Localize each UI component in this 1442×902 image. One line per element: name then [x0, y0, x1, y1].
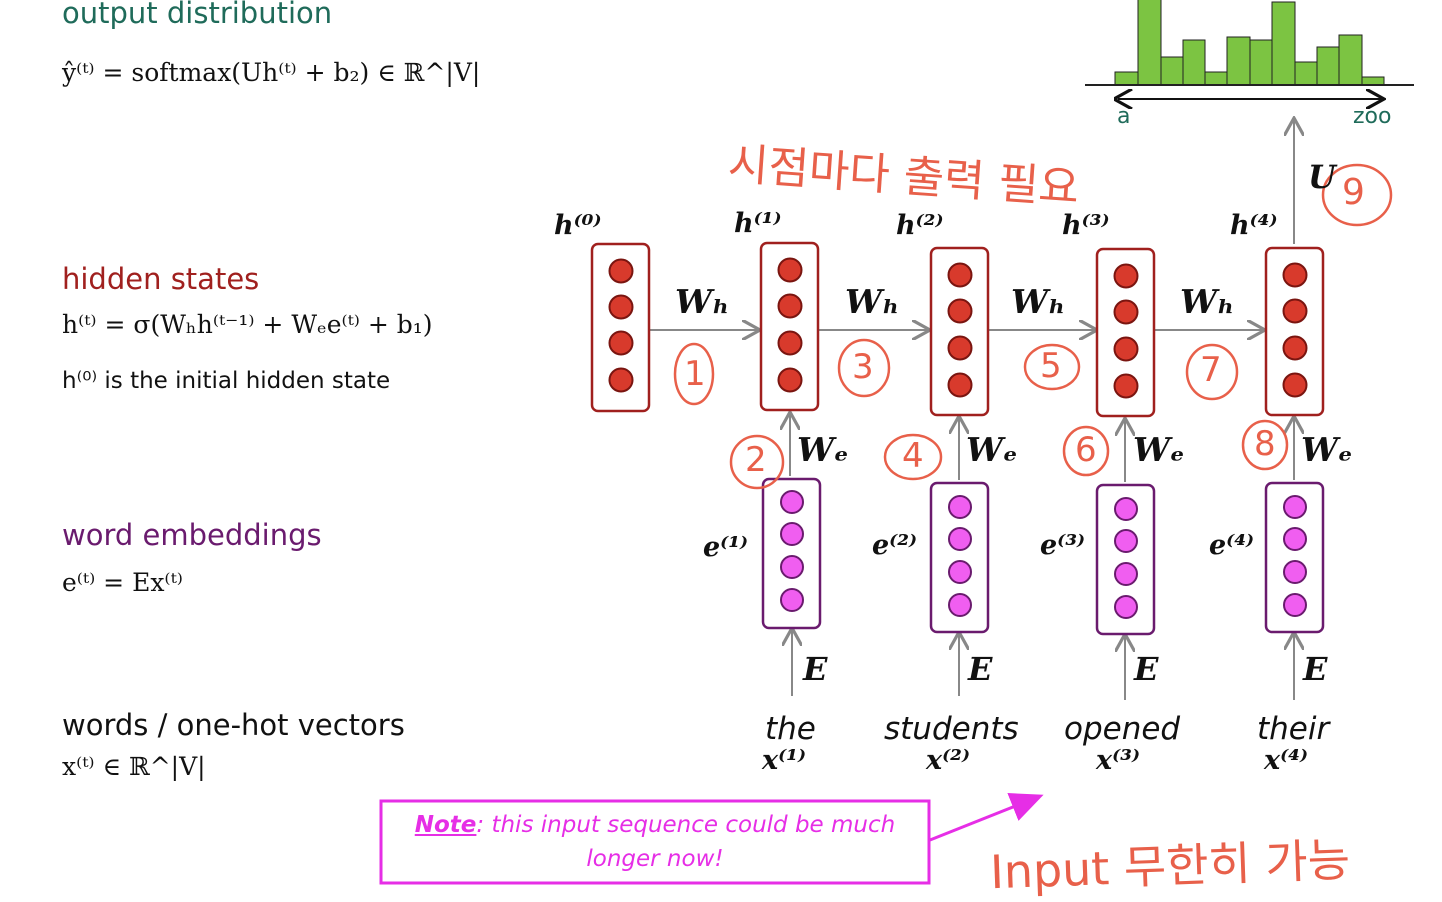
histogram-bar [1226, 36, 1251, 86]
wh-label: Wₕ [675, 282, 730, 321]
we-label: Wₑ [1133, 430, 1185, 469]
hidden-label-3: h⁽³⁾ [1062, 210, 1110, 241]
step-number: 2 [745, 440, 767, 480]
hidden-formula: h⁽ᵗ⁾ = σ(Wₕh⁽ᵗ⁻¹⁾ + Wₑe⁽ᵗ⁾ + b₁) [62, 310, 433, 339]
step-number: 7 [1200, 350, 1222, 390]
hidden-state-3 [1095, 247, 1156, 418]
u-label: U [1308, 158, 1336, 196]
input-word-2: students [884, 711, 1019, 747]
handwritten-circles [673, 163, 1393, 490]
wh-label: Wₕ [845, 282, 900, 321]
step-number: 1 [684, 354, 706, 394]
histogram-bar [1316, 46, 1340, 86]
embeddings-section-title: word embeddings [62, 518, 322, 552]
step-number: 4 [902, 436, 924, 476]
step-number: 9 [1342, 172, 1365, 213]
input-x-label-3: x⁽³⁾ [1096, 745, 1141, 776]
wh-label: Wₕ [1011, 282, 1066, 321]
note-box [379, 799, 931, 885]
histogram-left-label: a [1117, 104, 1131, 129]
input-x-label-2: x⁽²⁾ [926, 745, 971, 776]
hidden-state-1 [759, 241, 820, 412]
initial-state-text: h⁽⁰⁾ is the initial hidden state [62, 368, 391, 394]
histogram-bar [1137, 0, 1162, 86]
histogram-bar [1249, 39, 1273, 86]
note-body-line2: longer now! [586, 846, 724, 872]
embeddings-formula: e⁽ᵗ⁾ = Ex⁽ᵗ⁾ [62, 568, 183, 597]
e-matrix-label: E [1134, 650, 1159, 688]
histogram-bar [1294, 61, 1318, 86]
output-formula: ŷ⁽ᵗ⁾ = softmax(Uh⁽ᵗ⁾ + b₂) ∈ ℝ^|V| [62, 58, 481, 87]
input-x-label-4: x⁽⁴⁾ [1264, 745, 1309, 776]
histogram-bar [1271, 1, 1296, 86]
we-label: Wₑ [1301, 430, 1353, 469]
embedding-1 [761, 477, 822, 630]
histogram-right-label: zoo [1353, 104, 1392, 129]
hidden-label-0: h⁽⁰⁾ [554, 210, 602, 241]
embedding-label-1: e⁽¹⁾ [703, 532, 749, 563]
embedding-label-2: e⁽²⁾ [872, 530, 918, 561]
note-arrow [929, 793, 1044, 842]
wh-label: Wₕ [1180, 282, 1235, 321]
histogram-bar [1182, 39, 1206, 86]
embedding-label-3: e⁽³⁾ [1040, 530, 1086, 561]
e-matrix-label: E [803, 650, 828, 688]
embedding-3 [1095, 483, 1156, 636]
words-formula: x⁽ᵗ⁾ ∈ ℝ^|V| [62, 752, 206, 781]
e-matrix-label: E [1303, 650, 1328, 688]
hidden-section-title: hidden states [62, 262, 260, 296]
step-number: 8 [1254, 424, 1276, 464]
output-section-title: output distribution [62, 0, 333, 30]
input-word-1: the [765, 711, 816, 747]
hidden-state-2 [929, 246, 990, 417]
e-matrix-label: E [968, 650, 993, 688]
step-number: 3 [852, 347, 874, 387]
we-label: Wₑ [797, 430, 849, 469]
hidden-state-0 [590, 242, 651, 413]
embedding-label-4: e⁽⁴⁾ [1209, 530, 1255, 561]
words-section-title: words / one-hot vectors [62, 708, 405, 742]
we-label: Wₑ [966, 430, 1018, 469]
embedding-2 [929, 481, 990, 634]
histogram-bar [1361, 76, 1385, 86]
histogram-bar [1114, 71, 1139, 86]
hidden-label-4: h⁽⁴⁾ [1230, 210, 1278, 241]
handwritten-bottom-note: Input 무한히 가능 [989, 832, 1351, 900]
step-number: 6 [1075, 430, 1097, 470]
output-histogram [1085, 0, 1414, 99]
input-x-label-1: x⁽¹⁾ [762, 745, 807, 776]
hidden-state-4 [1264, 246, 1325, 417]
input-word-3: opened [1064, 711, 1181, 747]
histogram-bar [1338, 34, 1363, 86]
histogram-bar [1160, 56, 1184, 86]
note-prefix: Note [414, 812, 477, 838]
embedding-4 [1264, 481, 1325, 634]
histogram-bar [1204, 71, 1228, 86]
note-text: Note: this input sequence could be much … [381, 808, 929, 876]
input-word-4: their [1257, 711, 1330, 747]
hidden-label-1: h⁽¹⁾ [734, 208, 782, 239]
hidden-label-2: h⁽²⁾ [896, 210, 944, 241]
note-body: : this input sequence could be much [476, 812, 896, 838]
step-number: 5 [1040, 346, 1062, 386]
